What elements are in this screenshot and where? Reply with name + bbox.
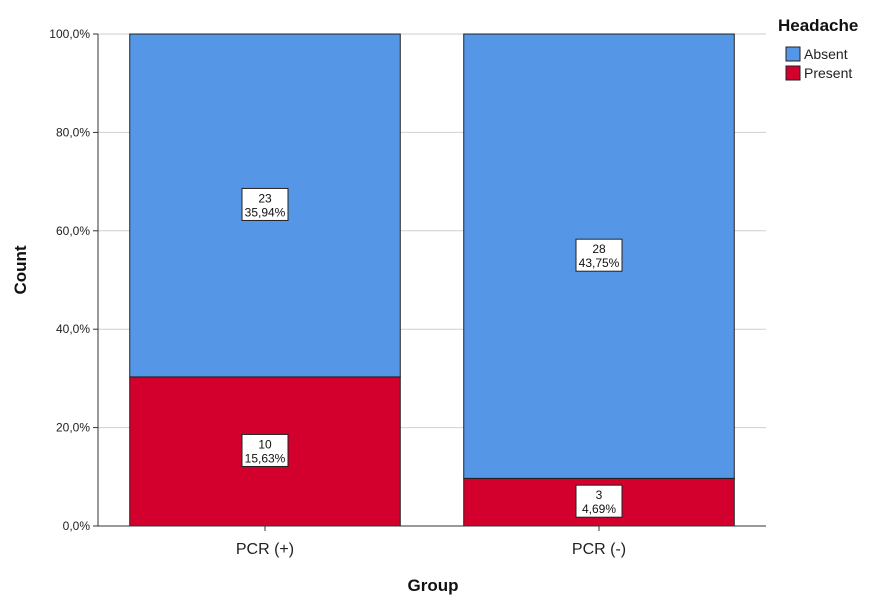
y-axis-title: Count — [11, 245, 30, 294]
data-label: 34,69% — [575, 484, 623, 518]
y-axis-ticks: 0,0% 20,0% 40,0% 60,0% 80,0% 100,0% — [49, 27, 98, 533]
x-tick-label: PCR (-) — [572, 541, 626, 558]
data-label-box — [241, 187, 289, 221]
legend-title: Headache — [778, 16, 858, 35]
y-tick-label: 100,0% — [49, 27, 90, 41]
legend-swatch-absent — [785, 46, 801, 62]
y-tick-label: 0,0% — [63, 519, 91, 533]
data-label-percent: 43,75% — [579, 256, 620, 270]
data-label-count: 28 — [592, 242, 606, 256]
data-label-count: 3 — [596, 488, 603, 502]
data-label-percent: 15,63% — [245, 451, 286, 465]
x-axis-ticks: PCR (+) PCR (-) — [236, 526, 626, 558]
data-label-percent: 35,94% — [245, 205, 286, 219]
y-tick-label: 80,0% — [56, 125, 90, 139]
bars — [129, 33, 735, 527]
legend-label-absent: Absent — [804, 46, 848, 62]
y-tick-label: 20,0% — [56, 421, 90, 435]
data-label-box — [575, 238, 623, 272]
legend-swatch-present — [785, 65, 801, 81]
data-label-percent: 4,69% — [582, 502, 616, 516]
data-label-count: 10 — [258, 437, 272, 451]
x-axis-title: Group — [408, 576, 459, 595]
data-label-box — [241, 433, 289, 467]
data-label-box — [575, 484, 623, 518]
data-label-count: 23 — [258, 191, 272, 205]
y-tick-label: 40,0% — [56, 322, 90, 336]
x-tick-label: PCR (+) — [236, 541, 294, 558]
legend-label-present: Present — [804, 65, 852, 81]
legend: Headache Absent Present — [778, 16, 858, 81]
y-tick-label: 60,0% — [56, 224, 90, 238]
